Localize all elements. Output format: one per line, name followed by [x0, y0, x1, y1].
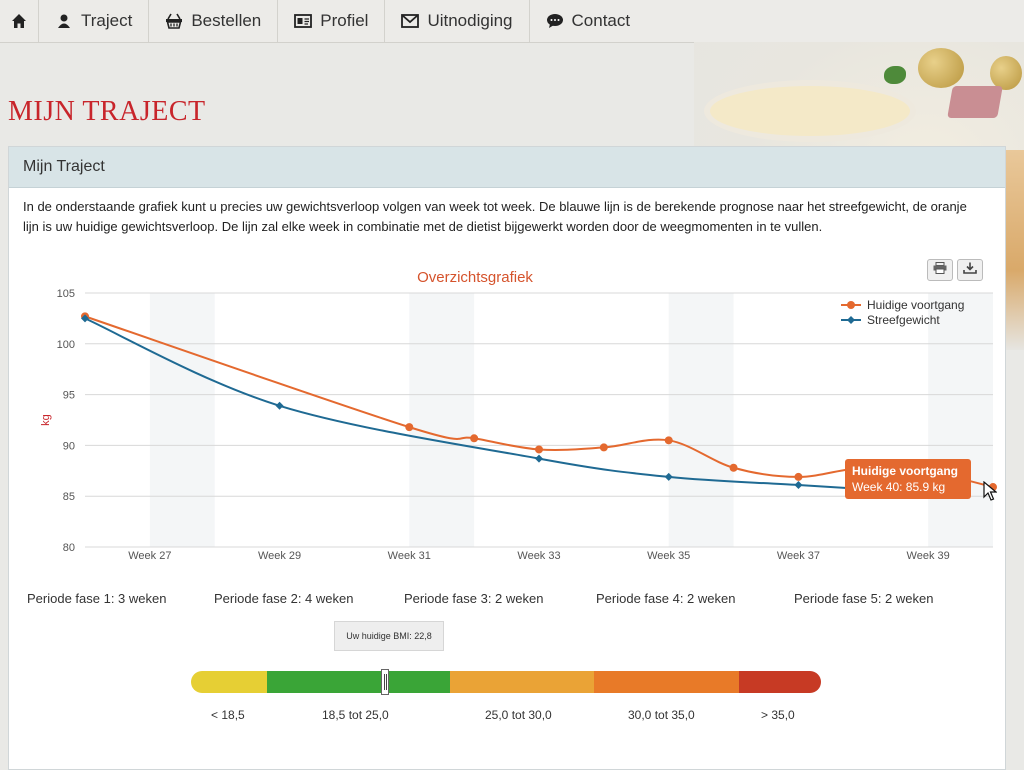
nav-contact[interactable]: Contact	[530, 0, 647, 42]
bmi-segment-obese	[594, 671, 739, 693]
data-point	[599, 443, 608, 452]
user-icon	[55, 12, 73, 30]
download-icon	[963, 261, 977, 279]
page-title: MIJN TRAJECT	[8, 96, 206, 127]
nav-uitnodiging[interactable]: Uitnodiging	[385, 0, 530, 42]
data-point	[535, 445, 543, 454]
legend-entry: Streefgewicht	[867, 313, 940, 327]
card-header: Mijn Traject	[9, 147, 1005, 188]
legend-marker	[847, 316, 855, 324]
nav-traject-label: Traject	[81, 11, 133, 30]
bmi-segment-overweight	[450, 671, 594, 693]
traject-card: Mijn Traject In de onderstaande grafiek …	[8, 146, 1006, 770]
data-point	[794, 472, 803, 481]
side-food-decoration	[1004, 150, 1024, 350]
food-plate-decoration	[710, 86, 910, 136]
bmi-segment-underweight	[191, 671, 267, 693]
bmi-marker	[381, 669, 389, 695]
intro-text: In de onderstaande grafiek kunt u precie…	[23, 199, 967, 234]
nav-home[interactable]	[0, 0, 39, 42]
nav-contact-label: Contact	[571, 11, 631, 30]
x-tick-label: Week 35	[647, 550, 690, 562]
phase-item: Periode fase 5: 2 weken	[794, 591, 934, 606]
data-point	[794, 481, 803, 490]
nav-traject[interactable]: Traject	[39, 0, 150, 42]
chart-band	[928, 293, 993, 547]
bmi-label: > 35,0	[761, 708, 795, 722]
data-point	[405, 423, 414, 432]
x-tick-label: Week 31	[388, 550, 431, 562]
y-tick-label: 85	[63, 491, 75, 503]
bmi-segment-normal	[267, 671, 450, 693]
tooltip-title: Huidige voortgang	[852, 464, 958, 478]
home-icon	[10, 12, 28, 30]
y-axis-label: kg	[40, 414, 52, 426]
y-tick-label: 100	[57, 339, 75, 351]
ham-decoration	[947, 86, 1003, 118]
mouse-cursor-icon	[983, 480, 998, 506]
nav-bestellen[interactable]: Bestellen	[149, 0, 279, 42]
phase-item: Periode fase 2: 4 weken	[214, 591, 354, 606]
data-point	[664, 472, 673, 481]
potato-decoration	[918, 48, 964, 88]
chart-tooltip: Huidige voortgang Week 40: 85.9 kg	[845, 459, 971, 499]
y-tick-label: 105	[57, 288, 75, 300]
chart-band	[409, 293, 475, 547]
chart-band	[149, 293, 215, 547]
nav-bestellen-label: Bestellen	[191, 11, 262, 30]
phase-item: Periode fase 1: 3 weken	[27, 591, 167, 606]
bmi-tooltip: Uw huidige BMI: 22,8	[334, 621, 444, 651]
tooltip-text: Week 40: 85.9 kg	[852, 480, 946, 494]
download-chart-button[interactable]	[957, 259, 983, 281]
top-navigation: Traject Bestellen Profiel Uitnodiging Co…	[0, 0, 1024, 43]
herb-decoration	[884, 66, 906, 84]
nav-uitnodiging-label: Uitnodiging	[427, 11, 513, 30]
legend-marker	[847, 301, 855, 309]
x-tick-label: Week 27	[128, 550, 171, 562]
print-chart-button[interactable]	[927, 259, 953, 281]
y-tick-label: 90	[63, 440, 75, 452]
phase-item: Periode fase 4: 2 weken	[596, 591, 736, 606]
bmi-label: < 18,5	[211, 708, 245, 722]
potato-decoration	[990, 56, 1022, 90]
y-tick-label: 95	[63, 390, 75, 402]
data-point	[470, 434, 479, 443]
chat-icon	[546, 12, 564, 30]
y-tick-label: 80	[63, 542, 75, 554]
chart-toolbar	[927, 259, 983, 281]
data-point	[664, 436, 673, 445]
phase-item: Periode fase 3: 2 weken	[404, 591, 544, 606]
printer-icon	[933, 261, 947, 279]
data-point	[81, 314, 89, 323]
legend-entry: Huidige voortgang	[867, 298, 964, 312]
nav-profiel-label: Profiel	[320, 11, 369, 30]
card-title: Mijn Traject	[23, 158, 105, 175]
bmi-segment-severe	[739, 671, 821, 693]
envelope-icon	[401, 12, 420, 30]
phase-list: Periode fase 1: 3 weken Periode fase 2: …	[9, 591, 1005, 611]
nav-profiel[interactable]: Profiel	[278, 0, 386, 42]
x-tick-label: Week 37	[777, 550, 820, 562]
id-card-icon	[294, 12, 313, 30]
data-point	[729, 463, 738, 472]
bmi-label: 25,0 tot 30,0	[485, 708, 552, 722]
chart-title: Overzichtsgrafiek	[417, 269, 533, 286]
chart-band	[668, 293, 734, 547]
basket-icon	[165, 12, 183, 30]
bmi-scale-bar	[191, 671, 821, 693]
x-tick-label: Week 39	[907, 550, 950, 562]
x-tick-label: Week 33	[517, 550, 560, 562]
bmi-label: 30,0 tot 35,0	[628, 708, 695, 722]
bmi-label: 18,5 tot 25,0	[322, 708, 389, 722]
x-tick-label: Week 29	[258, 550, 301, 562]
data-point	[535, 454, 543, 463]
data-point	[275, 401, 284, 410]
weight-chart: 80 85 90 95 100 105 Week 27 Week 29 Week 31 Week …	[40, 269, 997, 562]
